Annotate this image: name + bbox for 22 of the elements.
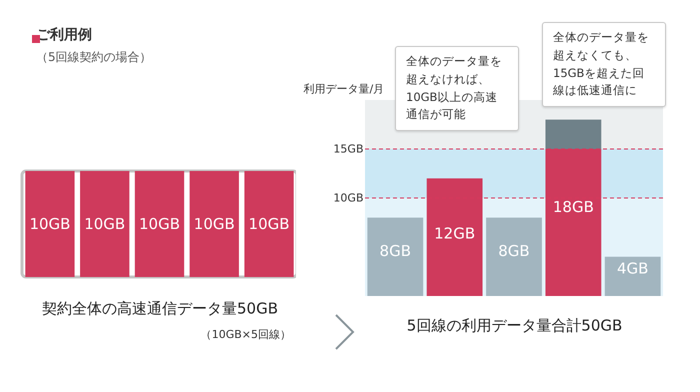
bar <box>545 120 602 149</box>
text: （10GB×5回線） <box>200 328 291 341</box>
data-label: 10GB <box>194 215 235 233</box>
data-label: 10GB <box>84 215 126 233</box>
total-label: 18GB <box>552 198 594 216</box>
data-label: 10GB <box>138 215 180 233</box>
total-label: 4GB <box>616 260 648 278</box>
x-axis-title: 5回線の利用データ量合計50GB <box>406 316 622 334</box>
y-axis-title: 利用データ量/月 <box>304 82 384 96</box>
bar <box>486 218 542 296</box>
chart-subtitle: （5回線契約の場合） <box>36 50 152 64</box>
total-label: 12GB <box>434 224 476 242</box>
data-label: 10GB <box>29 215 70 233</box>
x-axis-title: 契約全体の高速通信データ量50GB <box>42 300 278 318</box>
total-label: 8GB <box>380 242 412 260</box>
bar <box>604 256 661 296</box>
bar <box>367 218 424 296</box>
annotation: 全体のデータ量を超えなければ、10GB以上の高速通信が可能 <box>395 46 520 132</box>
data-label: 10GB <box>248 215 290 233</box>
text: 全体のデータ量を超えなくても、15GBを超えた回線は低速通信に <box>542 22 666 108</box>
y-tick-label: 15GB <box>333 142 364 156</box>
total-label: 8GB <box>498 242 530 260</box>
